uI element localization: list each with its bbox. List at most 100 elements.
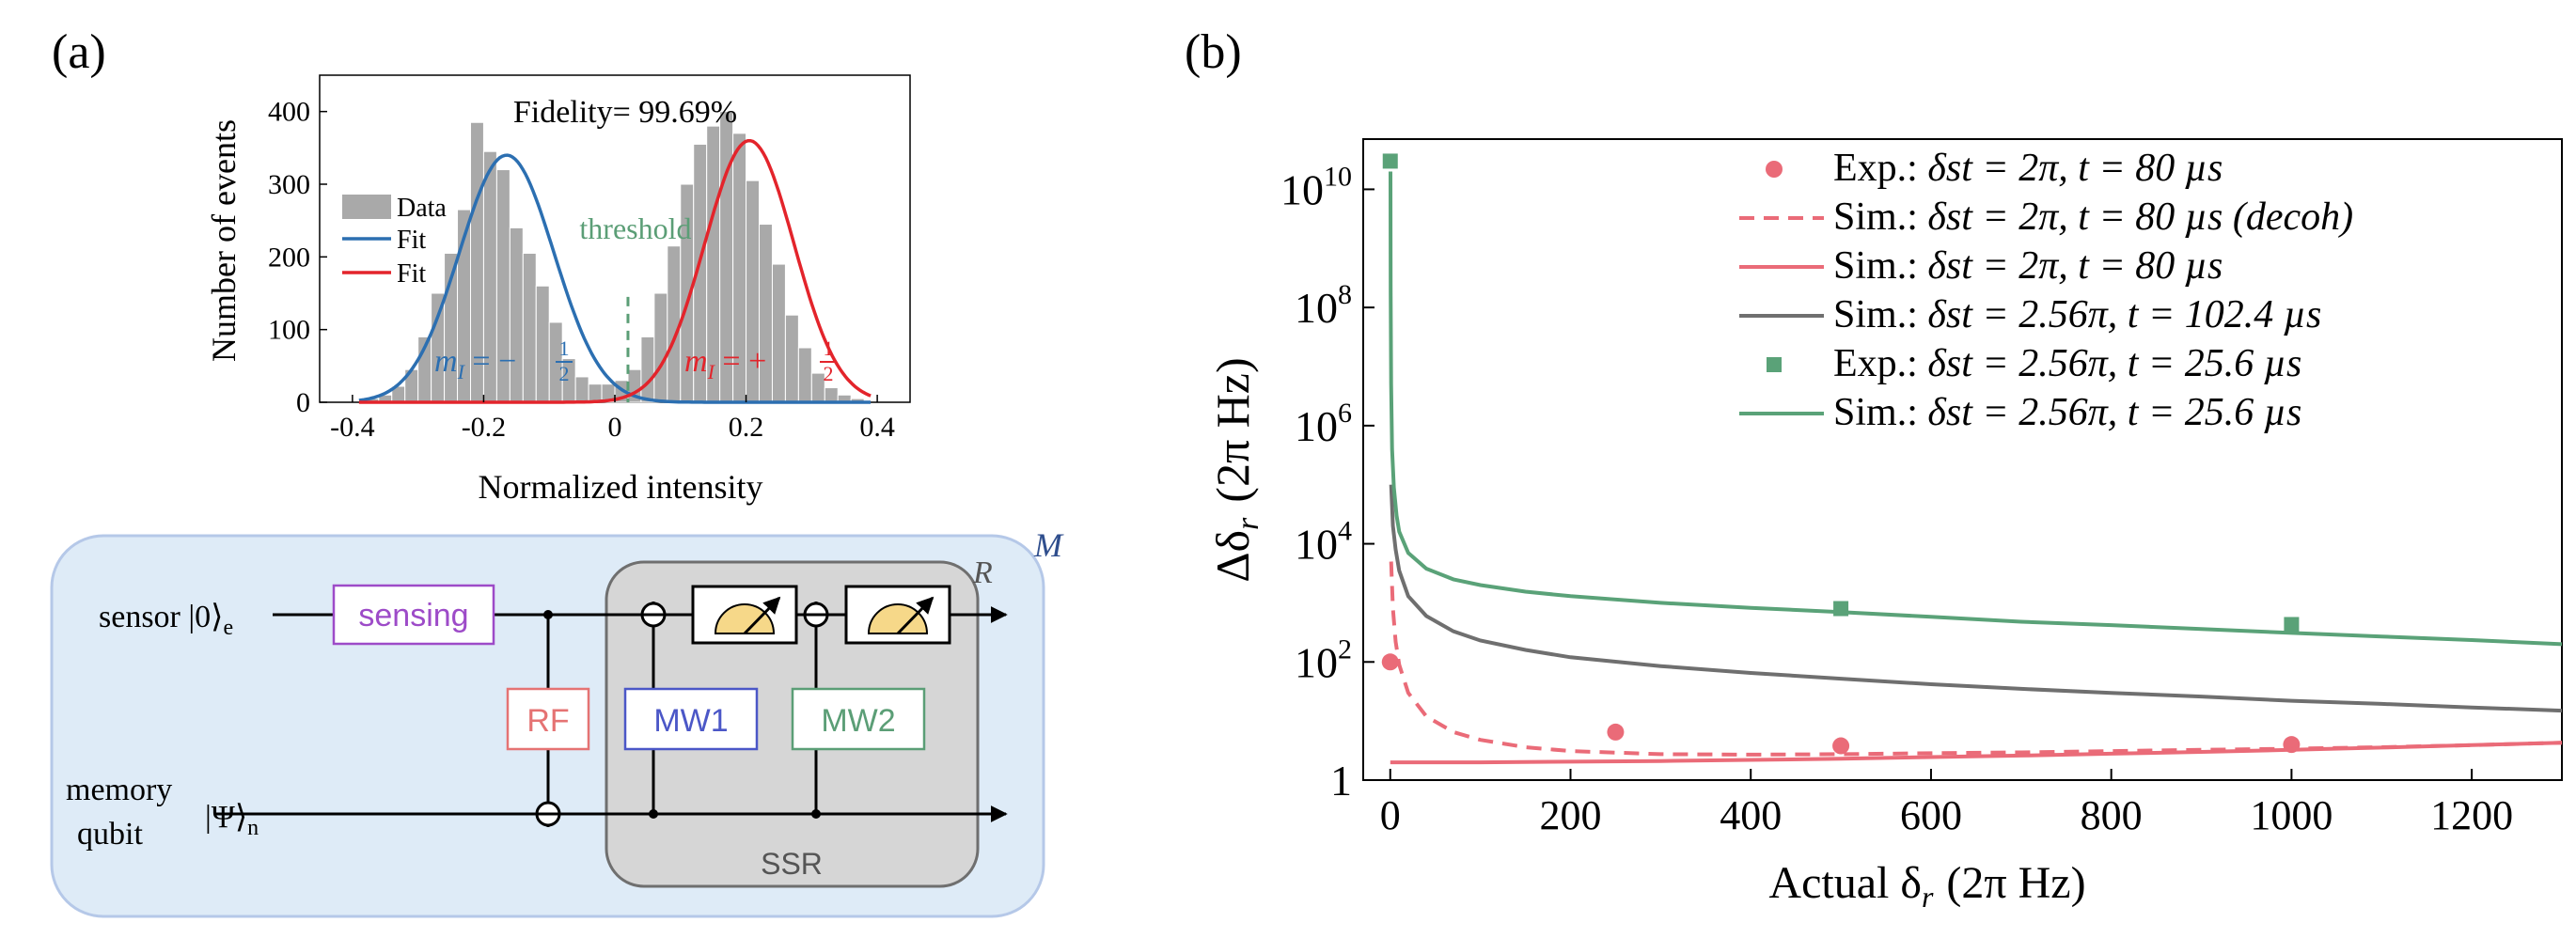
measurement-meter-1 bbox=[691, 585, 798, 645]
exp-point-circle bbox=[1607, 723, 1625, 741]
hist-x-tick-label: 0.2 bbox=[729, 412, 764, 443]
plot-b-x-tick-label: 600 bbox=[1900, 792, 1962, 838]
legend-label: Sim.: δst = 2.56π, t = 102.4 µs bbox=[1833, 293, 2321, 336]
legend-label: Sim.: δst = 2.56π, t = 25.6 µs bbox=[1833, 391, 2301, 434]
histogram-bar bbox=[784, 314, 799, 403]
plot-b-x-ticks: 0 200 400 600 800 1000 1200 bbox=[1380, 769, 2513, 838]
circuit-diagram: M R SSR sensor |0⟩e memory qubit |Ψ⟩n se… bbox=[50, 526, 1064, 918]
legend-swatch-data bbox=[342, 195, 391, 219]
ssr-label: SSR bbox=[761, 847, 823, 881]
hist-y-tick-label: 200 bbox=[268, 242, 310, 273]
legend-label: Sim.: δst = 2π, t = 80 µs (decoh) bbox=[1833, 195, 2353, 239]
panel-label-b: (b) bbox=[1185, 25, 1242, 79]
legend-label: Sim.: δst = 2π, t = 80 µs bbox=[1833, 244, 2223, 288]
plot-b-series bbox=[1381, 153, 2563, 765]
svg-text:2: 2 bbox=[559, 362, 570, 385]
legend-marker-square bbox=[1767, 357, 1782, 372]
state-label-plus: mI = + 1 2 bbox=[684, 336, 837, 385]
sim-curve-5 bbox=[1389, 171, 2563, 647]
sensor-label: sensor |0⟩e bbox=[99, 600, 233, 640]
ssr-region-label: R bbox=[972, 555, 993, 590]
fit-curve-blue bbox=[358, 153, 872, 404]
svg-text:2: 2 bbox=[824, 362, 834, 385]
histogram-bar bbox=[574, 376, 589, 403]
plot-b-y-tick-label: 1010 bbox=[1280, 161, 1352, 213]
sensing-gate bbox=[332, 584, 495, 646]
legend-label: Exp.: δst = 2π, t = 80 µs bbox=[1833, 147, 2223, 190]
exp-point-square bbox=[1382, 153, 1398, 169]
legend-label-data: Data bbox=[397, 194, 447, 223]
histogram-legend: Data Fit Fit bbox=[342, 194, 447, 289]
plot-b-x-tick-label: 1000 bbox=[2250, 792, 2333, 838]
estimation-chart: 0 200 400 600 800 1000 1200 11021041061081010 … bbox=[1206, 138, 2563, 914]
histogram-bar bbox=[797, 347, 812, 403]
hist-x-tick-label: -0.2 bbox=[462, 412, 507, 443]
mw2-gate bbox=[791, 687, 926, 751]
plot-b-y-tick-label: 106 bbox=[1295, 398, 1352, 450]
plot-b-y-label: Δδr(2π Hz) bbox=[1206, 357, 1265, 582]
state-label-minus: mI = − 1 2 bbox=[434, 336, 573, 385]
legend-label-fit-blue: Fit bbox=[397, 226, 426, 255]
memory-label-1: memory bbox=[66, 773, 172, 807]
histogram-y-ticks: 0 100 200 300 400 bbox=[268, 97, 327, 418]
plot-b-x-tick-label: 0 bbox=[1380, 792, 1401, 838]
plot-b-legend: Exp.: δst = 2π, t = 80 µs Sim.: δst = 2π,… bbox=[1739, 147, 2353, 434]
plot-b-x-tick-label: 400 bbox=[1720, 792, 1782, 838]
plot-b-y-tick-label: 1 bbox=[1330, 757, 1352, 805]
legend-label: Exp.: δst = 2.56π, t = 25.6 µs bbox=[1833, 342, 2301, 385]
rf-gate bbox=[506, 687, 590, 751]
exp-point-circle bbox=[1832, 737, 1850, 755]
plot-b-frame bbox=[1362, 138, 2563, 781]
histogram-title: Fidelity= 99.69% bbox=[513, 95, 737, 130]
histogram-x-ticks: -0.4 -0.2 0 0.2 0.4 bbox=[330, 395, 895, 443]
histogram-y-label: Number of events bbox=[205, 119, 243, 362]
measurement-meter-2 bbox=[844, 585, 951, 645]
hist-x-tick-label: 0 bbox=[608, 412, 622, 443]
histogram-bar bbox=[535, 285, 550, 403]
rf-gate-label: RF bbox=[526, 703, 569, 739]
mw2-gate-label: MW2 bbox=[821, 703, 895, 739]
plot-b-y-tick-label: 108 bbox=[1295, 279, 1352, 332]
mw1-control-dot bbox=[649, 809, 658, 819]
histogram-bar bbox=[771, 263, 786, 403]
histogram-x-label: Normalized intensity bbox=[479, 468, 763, 506]
rf-control-dot bbox=[543, 610, 553, 619]
svg-text:1: 1 bbox=[559, 336, 570, 360]
histogram-bar bbox=[588, 383, 603, 403]
exp-point-square bbox=[2284, 617, 2300, 633]
plot-b-y-tick-label: 102 bbox=[1295, 633, 1352, 686]
mw1-gate-label: MW1 bbox=[653, 703, 728, 739]
histogram-bar bbox=[640, 336, 655, 403]
histogram-bar bbox=[653, 292, 668, 403]
sim-curve-2 bbox=[1390, 741, 2563, 765]
hist-y-tick-label: 400 bbox=[268, 97, 310, 128]
exp-point-circle bbox=[1381, 653, 1399, 671]
memory-label-2: qubit bbox=[77, 817, 143, 852]
hist-y-tick-label: 300 bbox=[268, 169, 310, 200]
hist-x-tick-label: -0.4 bbox=[330, 412, 375, 443]
plot-b-x-tick-label: 1200 bbox=[2430, 792, 2513, 838]
threshold-label: threshold bbox=[579, 211, 691, 245]
sensing-gate-label: sensing bbox=[358, 598, 468, 633]
svg-text:mI = +: mI = + bbox=[684, 344, 766, 383]
memory-ket: |Ψ⟩n bbox=[205, 800, 259, 840]
hist-x-tick-label: 0.4 bbox=[859, 412, 895, 443]
svg-text:mI = −: mI = − bbox=[434, 344, 516, 383]
svg-text:1: 1 bbox=[824, 336, 834, 360]
legend-marker-circle bbox=[1766, 161, 1783, 178]
histogram-bars bbox=[365, 111, 865, 403]
plot-b-x-tick-label: 800 bbox=[2081, 792, 2143, 838]
mw1-gate bbox=[623, 687, 759, 751]
hist-y-tick-label: 0 bbox=[296, 387, 310, 418]
panel-label-a: (a) bbox=[52, 25, 106, 79]
plot-b-x-label: Actual δr (2π Hz) bbox=[1768, 858, 2085, 914]
legend-label-fit-red: Fit bbox=[397, 259, 426, 289]
histogram-bar bbox=[522, 252, 537, 403]
plot-b-y-tick-label: 104 bbox=[1295, 516, 1352, 569]
hist-y-tick-label: 100 bbox=[268, 315, 310, 346]
plot-b-x-tick-label: 200 bbox=[1539, 792, 1601, 838]
sim-curve-3 bbox=[1389, 484, 2563, 713]
mw2-control-dot bbox=[811, 809, 821, 819]
